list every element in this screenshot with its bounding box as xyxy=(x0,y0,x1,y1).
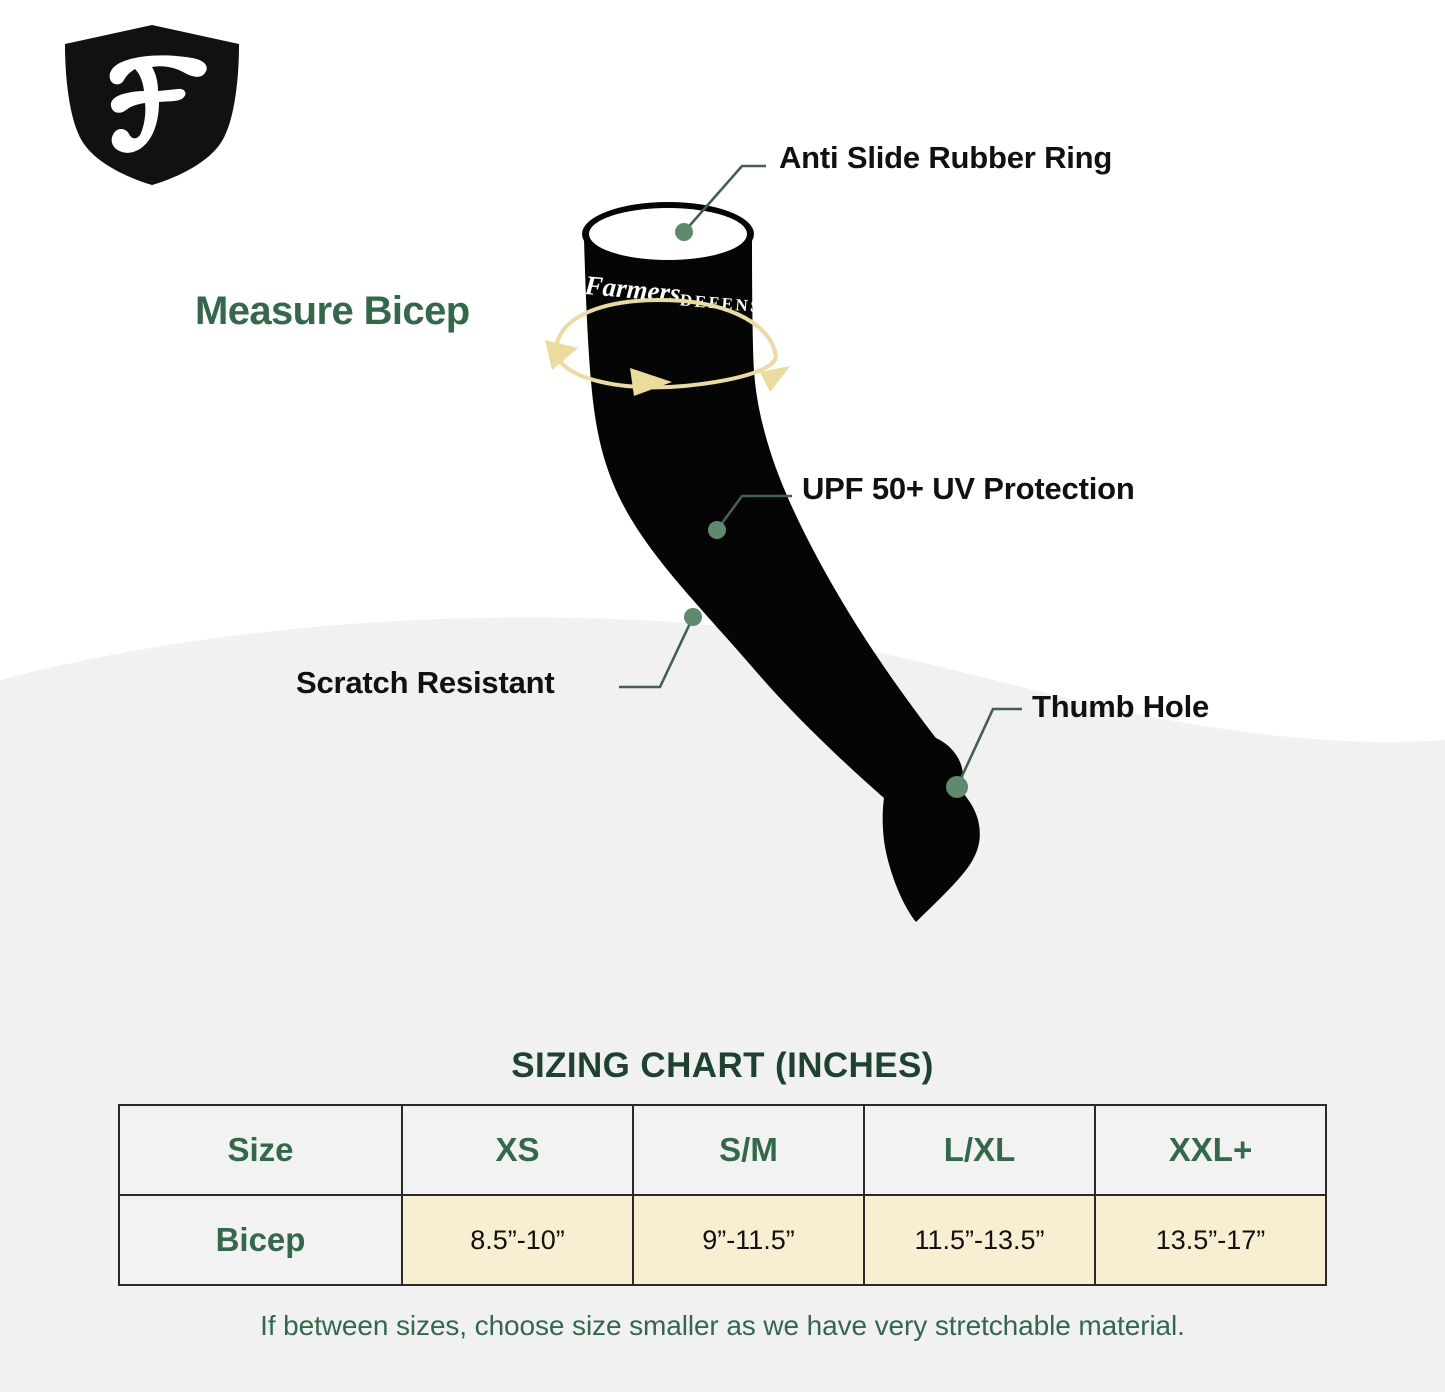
dot-scratch xyxy=(684,608,702,626)
callout-dots xyxy=(675,223,968,798)
leader-scratch xyxy=(619,616,695,689)
table-header-sm: S/M xyxy=(632,1104,865,1196)
measure-bicep-label: Measure Bicep xyxy=(195,289,470,333)
svg-text:Farmers: Farmers xyxy=(583,270,682,308)
wrap-arrow-heads xyxy=(545,340,790,396)
leader-upf xyxy=(715,494,792,531)
table-cell-bicep-sm: 9”-11.5” xyxy=(632,1194,865,1286)
dot-anti-slide xyxy=(675,223,693,241)
table-row-label-bicep: Bicep xyxy=(118,1194,403,1286)
callout-label-anti-slide-rubber-ring: Anti Slide Rubber Ring xyxy=(779,140,1113,175)
table-header-xs: XS xyxy=(401,1104,634,1196)
callout-label-scratch-resistant: Scratch Resistant xyxy=(296,665,555,700)
table-header-row: Size XS S/M L/XL XXL+ xyxy=(118,1104,1327,1196)
sleeve-body xyxy=(582,202,980,922)
sizing-note: If between sizes, choose size smaller as… xyxy=(260,1310,1185,1341)
sizing-chart-section: SIZING CHART (INCHES) Size XS S/M L/XL X… xyxy=(0,1030,1445,1342)
table-cell-bicep-xs: 8.5”-10” xyxy=(401,1194,634,1286)
table-header-xxl: XXL+ xyxy=(1094,1104,1327,1196)
sleeve-wordmark: Farmers DEFENSE xyxy=(583,270,777,318)
leader-anti-slide xyxy=(683,164,766,233)
wrap-around-arrow-icon xyxy=(554,297,778,390)
leader-thumb xyxy=(955,707,1022,788)
table-cell-bicep-lxl: 11.5”-13.5” xyxy=(863,1194,1096,1286)
shield-logo-icon xyxy=(58,19,246,191)
dot-thumb xyxy=(946,776,968,798)
table-header-lxl: L/XL xyxy=(863,1104,1096,1196)
table-cell-bicep-xxl: 13.5”-17” xyxy=(1094,1194,1327,1286)
callout-label-thumb-hole: Thumb Hole xyxy=(1032,689,1210,724)
table-row: Bicep 8.5”-10” 9”-11.5” 11.5”-13.5” 13.5… xyxy=(118,1194,1327,1286)
callout-label-upf-uv-protection: UPF 50+ UV Protection xyxy=(802,471,1135,506)
table-header-size: Size xyxy=(118,1104,403,1196)
dot-upf xyxy=(708,521,726,539)
sizing-table: Size XS S/M L/XL XXL+ Bicep 8.5”-10” 9”-… xyxy=(118,1104,1327,1286)
svg-text:DEFENSE: DEFENSE xyxy=(679,290,777,317)
sizing-chart-title: SIZING CHART (INCHES) xyxy=(511,1046,934,1085)
